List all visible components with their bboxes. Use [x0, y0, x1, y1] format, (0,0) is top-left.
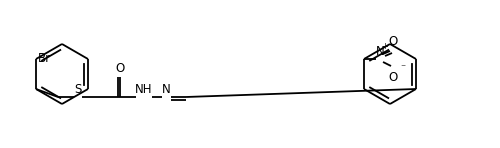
Text: O: O [116, 62, 124, 75]
Text: +: + [382, 42, 388, 51]
Text: Br: Br [38, 52, 51, 65]
Text: O: O [388, 35, 398, 48]
Text: N: N [376, 45, 384, 58]
Text: NH: NH [136, 83, 153, 96]
Text: O: O [388, 71, 398, 84]
Text: S: S [74, 83, 82, 96]
Text: ⁻: ⁻ [400, 63, 405, 73]
Text: N: N [162, 83, 170, 96]
